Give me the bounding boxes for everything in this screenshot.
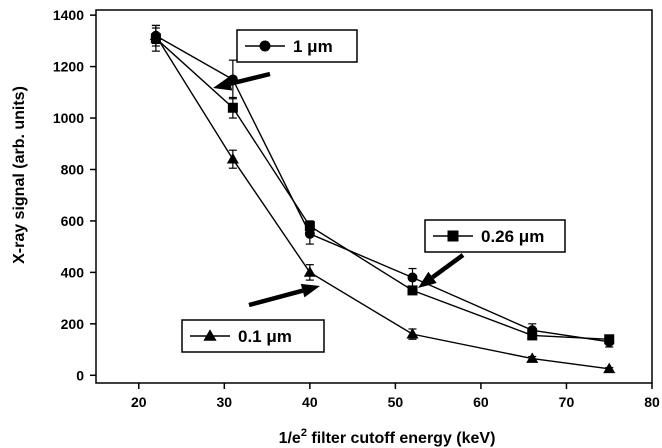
- square-marker: [604, 334, 615, 345]
- arrow-head: [418, 271, 437, 288]
- annotation-arrow: [213, 71, 271, 91]
- series-line: [155, 35, 610, 370]
- square-marker: [227, 102, 238, 113]
- x-tick-label: 40: [302, 394, 318, 410]
- y-tick-label: 1400: [53, 7, 84, 23]
- legend-swatch-marker: [259, 40, 271, 52]
- legend-boxes: 1 μm 0.26 μm 0.1 μm: [181, 29, 566, 353]
- legend-label: 0.1 μm: [238, 327, 292, 346]
- x-axis-title-main: 1/e: [279, 430, 301, 447]
- legend-circle: 1 μm: [236, 29, 358, 63]
- legend-swatch-marker: [203, 329, 217, 341]
- y-tick-label: 0: [76, 367, 84, 383]
- x-axis-title-rest: filter cutoff energy (keV): [307, 430, 495, 447]
- x-tick-label: 30: [217, 394, 233, 410]
- series-line: [155, 35, 610, 343]
- plot-frame: [95, 9, 653, 384]
- triangle-marker: [203, 329, 217, 341]
- triangle-marker: [226, 153, 239, 164]
- arrow-head: [300, 283, 320, 298]
- triangle-marker: [303, 266, 316, 277]
- y-tick-label: 600: [61, 213, 85, 229]
- legend-label: 0.26 μm: [481, 227, 544, 246]
- square-marker: [447, 230, 459, 242]
- triangle-marker: [526, 352, 539, 363]
- arrow-shaft: [431, 253, 465, 280]
- arrow-shaft: [229, 71, 271, 86]
- arrow-head: [213, 76, 233, 91]
- circle-marker: [407, 272, 418, 283]
- y-tick-label: 1000: [53, 110, 84, 126]
- y-tick-label: 1200: [53, 59, 84, 75]
- square-marker: [304, 221, 315, 232]
- arrow-shaft: [248, 288, 304, 308]
- triangle-marker: [149, 29, 162, 41]
- y-tick-label: 800: [61, 161, 85, 177]
- x-tick-label: 70: [559, 394, 575, 410]
- y-tick-label: 400: [61, 264, 85, 280]
- annotation-arrow: [418, 253, 465, 288]
- series-triangle: [149, 27, 616, 374]
- annotation-arrow: [248, 283, 320, 308]
- legend-triangle: 0.1 μm: [181, 319, 325, 353]
- x-tick-label: 80: [644, 394, 660, 410]
- square-marker: [527, 330, 538, 341]
- series-group: [149, 24, 616, 374]
- x-tick-label: 20: [131, 394, 147, 410]
- triangle-marker: [406, 327, 419, 339]
- y-tick-label: 200: [61, 316, 85, 332]
- x-tick-label: 50: [388, 394, 404, 410]
- series-line: [155, 37, 610, 340]
- square-marker: [407, 285, 418, 296]
- x-axis-title: 1/e2 filter cutoff energy (keV): [279, 427, 496, 447]
- triangle-marker: [603, 362, 616, 374]
- legend-label: 1 μm: [293, 37, 333, 56]
- circle-marker: [259, 40, 271, 52]
- x-tick-label: 60: [473, 394, 489, 410]
- legend-swatch-marker: [447, 230, 459, 242]
- legend-square: 0.26 μm: [424, 219, 566, 253]
- x-axis-title-sup: 2: [301, 427, 307, 439]
- annotation-arrows: [213, 71, 465, 308]
- series-circle: [150, 24, 615, 348]
- y-axis-title: X-ray signal (arb. units): [11, 86, 28, 264]
